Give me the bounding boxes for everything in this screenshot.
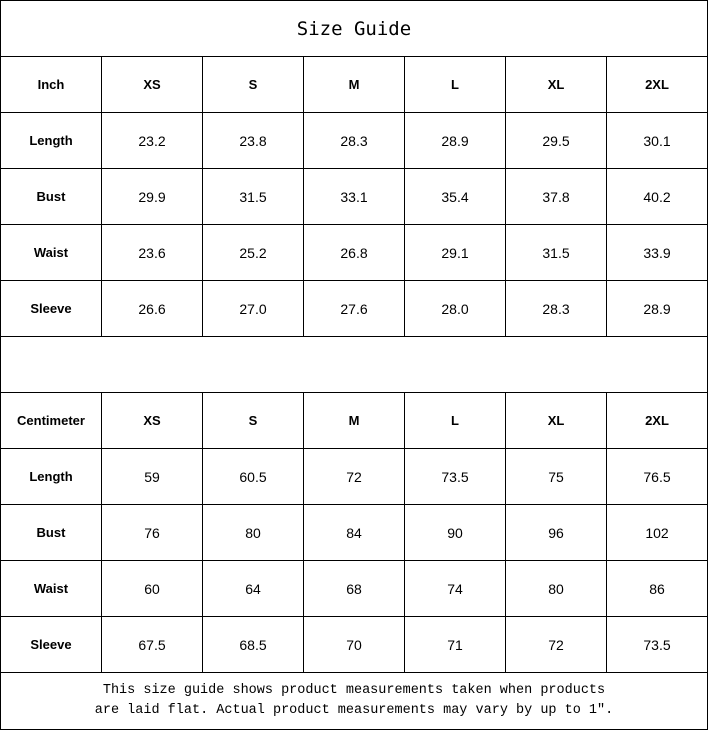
table-row: Bust 29.9 31.5 33.1 35.4 37.8 40.2 [0,168,708,225]
cm-header-row: Centimeter XS S M L XL 2XL [0,392,708,449]
measurement-value: 74 [404,560,506,617]
measurement-value: 23.2 [101,112,203,169]
note-row: This size guide shows product measuremen… [0,672,708,730]
measurement-value: 80 [202,504,304,561]
measurement-value: 73.5 [404,448,506,505]
measurement-label: Bust [0,504,102,561]
measurement-value: 60 [101,560,203,617]
title-row: Size Guide [0,0,708,57]
measurement-value: 27.6 [303,280,405,337]
measurement-value: 72 [505,616,607,673]
measurement-label: Length [0,448,102,505]
measurement-value: 28.9 [606,280,708,337]
measurement-value: 90 [404,504,506,561]
measurement-value: 29.9 [101,168,203,225]
size-header: S [202,392,304,449]
measurement-label: Sleeve [0,280,102,337]
unit-label: Inch [0,56,102,113]
measurement-value: 76.5 [606,448,708,505]
measurement-value: 71 [404,616,506,673]
measurement-label: Length [0,112,102,169]
inch-header-row: Inch XS S M L XL 2XL [0,56,708,113]
measurement-value: 84 [303,504,405,561]
measurement-value: 37.8 [505,168,607,225]
size-header: L [404,56,506,113]
measurement-value: 25.2 [202,224,304,281]
size-header: XL [505,56,607,113]
measurement-value: 35.4 [404,168,506,225]
measurement-value: 72 [303,448,405,505]
measurement-value: 23.8 [202,112,304,169]
measurement-value: 76 [101,504,203,561]
table-row: Waist 60 64 68 74 80 86 [0,560,708,617]
footnote-line: This size guide shows product measuremen… [102,683,606,698]
measurement-label: Sleeve [0,616,102,673]
measurement-value: 31.5 [202,168,304,225]
measurement-value: 75 [505,448,607,505]
measurement-label: Waist [0,560,102,617]
measurement-value: 30.1 [606,112,708,169]
measurement-value: 67.5 [101,616,203,673]
measurement-value: 26.8 [303,224,405,281]
table-row: Waist 23.6 25.2 26.8 29.1 31.5 33.9 [0,224,708,281]
measurement-value: 31.5 [505,224,607,281]
measurement-label: Bust [0,168,102,225]
spacer-row [0,336,708,393]
measurement-value: 68 [303,560,405,617]
measurement-value: 33.9 [606,224,708,281]
measurement-value: 60.5 [202,448,304,505]
unit-label: Centimeter [0,392,102,449]
size-header: 2XL [606,56,708,113]
measurement-value: 86 [606,560,708,617]
measurement-value: 96 [505,504,607,561]
measurement-value: 28.0 [404,280,506,337]
footnote: This size guide shows product measuremen… [0,672,708,730]
measurement-value: 26.6 [101,280,203,337]
measurement-value: 80 [505,560,607,617]
size-header: L [404,392,506,449]
measurement-value: 28.9 [404,112,506,169]
size-header: S [202,56,304,113]
table-row: Sleeve 26.6 27.0 27.6 28.0 28.3 28.9 [0,280,708,337]
size-header: XL [505,392,607,449]
table-row: Length 59 60.5 72 73.5 75 76.5 [0,448,708,505]
table-title: Size Guide [0,0,708,57]
measurement-label: Waist [0,224,102,281]
measurement-value: 102 [606,504,708,561]
measurement-value: 29.5 [505,112,607,169]
table-row: Length 23.2 23.8 28.3 28.9 29.5 30.1 [0,112,708,169]
measurement-value: 59 [101,448,203,505]
measurement-value: 29.1 [404,224,506,281]
size-header: 2XL [606,392,708,449]
measurement-value: 27.0 [202,280,304,337]
size-header: XS [101,56,203,113]
spacer-cell [0,336,708,393]
measurement-value: 28.3 [505,280,607,337]
measurement-value: 40.2 [606,168,708,225]
measurement-value: 70 [303,616,405,673]
measurement-value: 64 [202,560,304,617]
measurement-value: 23.6 [101,224,203,281]
size-header: M [303,56,405,113]
table-row: Sleeve 67.5 68.5 70 71 72 73.5 [0,616,708,673]
size-header: XS [101,392,203,449]
footnote-line: are laid flat. Actual product measuremen… [94,703,614,718]
measurement-value: 68.5 [202,616,304,673]
size-header: M [303,392,405,449]
table-row: Bust 76 80 84 90 96 102 [0,504,708,561]
measurement-value: 28.3 [303,112,405,169]
measurement-value: 73.5 [606,616,708,673]
measurement-value: 33.1 [303,168,405,225]
